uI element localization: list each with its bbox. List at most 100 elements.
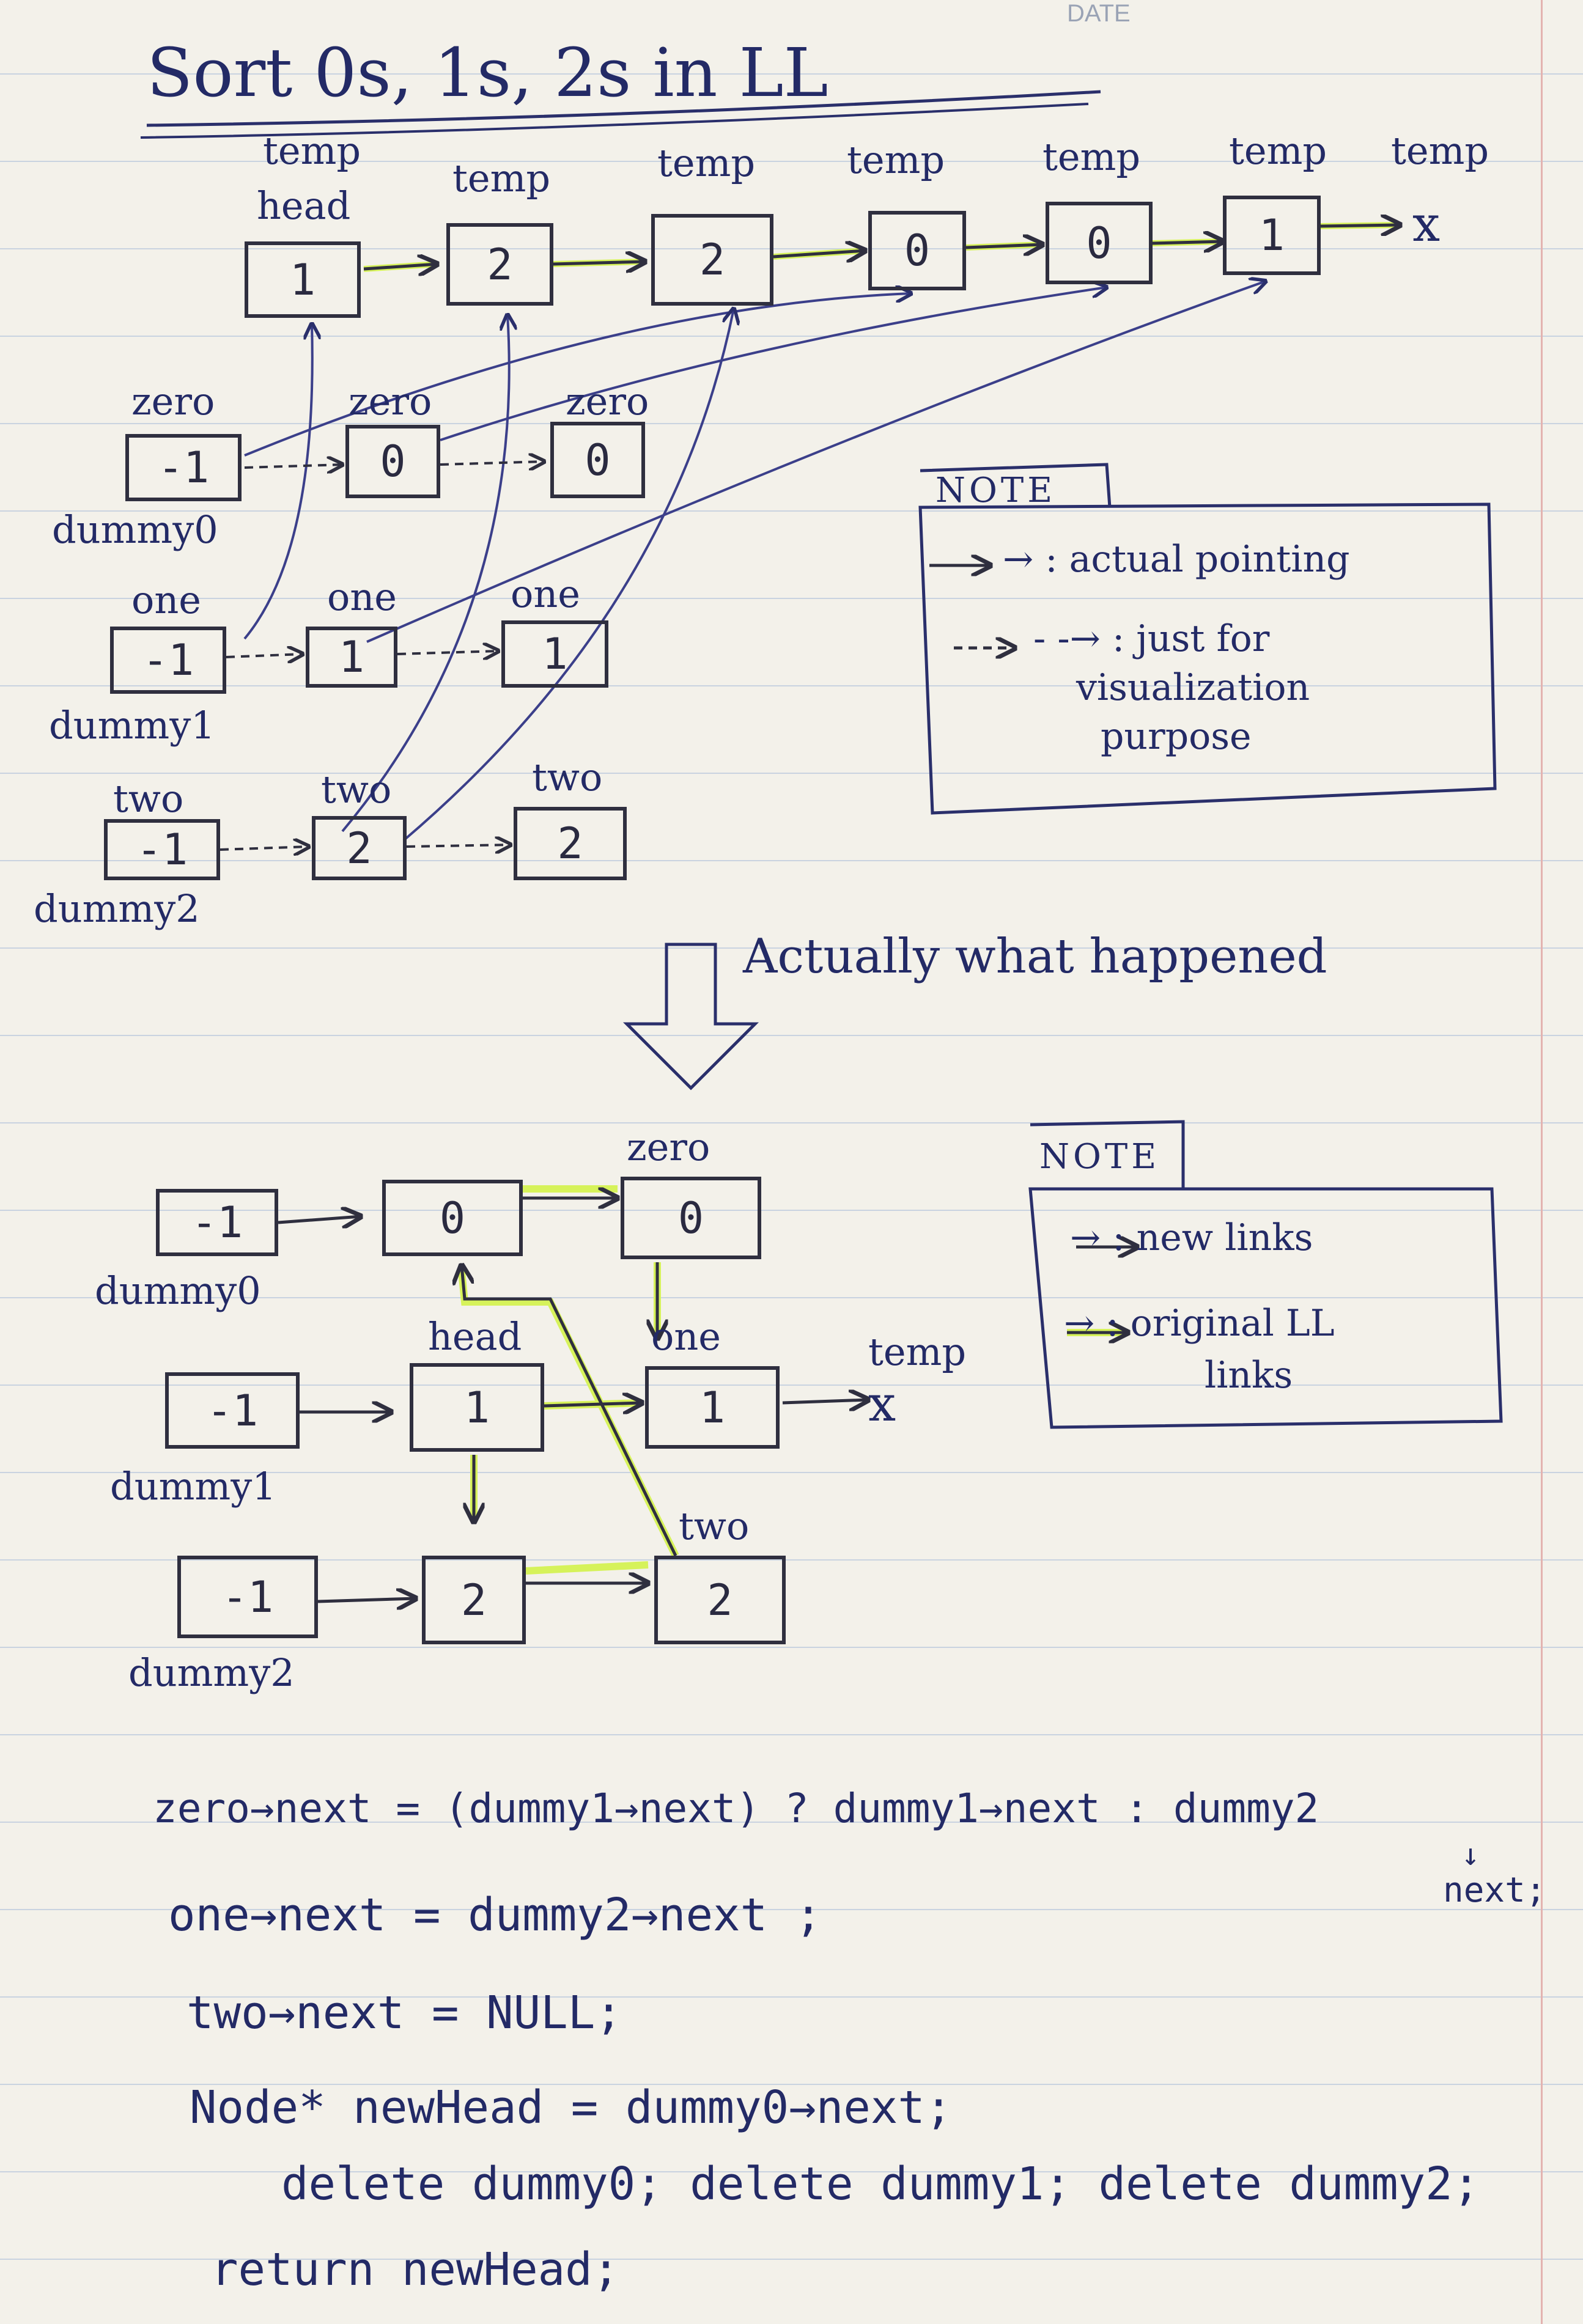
ruled-line [0, 1297, 1583, 1298]
note2-tab [1030, 1120, 1185, 1189]
dummy0-label-top: dummy0 [52, 507, 218, 552]
temp-label-2: temp [452, 156, 551, 200]
dummy0-label-bottom: dummy0 [95, 1268, 261, 1313]
bottom-zero-node-2: 0 [621, 1177, 761, 1259]
ll-node-6: 1 [1223, 196, 1321, 275]
code-line-6: return newHead; [211, 2243, 620, 2296]
ruled-line [0, 598, 1583, 599]
ruled-line [0, 1909, 1583, 1910]
one-label-1: one [131, 578, 201, 622]
ruled-line [0, 860, 1583, 861]
zero-label-2: zero [349, 379, 432, 424]
ruled-line [0, 773, 1583, 774]
ll-node-3: 2 [651, 214, 773, 306]
ruled-line [0, 1822, 1583, 1823]
page-title: Sort 0s, 1s, 2s in LL [147, 34, 828, 112]
one-label-bottom: one [651, 1314, 721, 1359]
bottom-one-node-1: 1 [410, 1363, 544, 1452]
dummy2-label-bottom: dummy2 [128, 1650, 295, 1695]
note1-line2a: - -→ : just for [1033, 617, 1270, 660]
zero-node-3: 0 [550, 422, 645, 498]
temp-label-3: temp [657, 141, 756, 185]
actual-pointing-arrows [243, 281, 1266, 842]
two-node-3: 2 [514, 807, 627, 880]
one-label-2: one [327, 575, 397, 619]
bottom-two-node-2: 2 [654, 1556, 786, 1644]
ruled-line [0, 73, 1583, 75]
two-node-2: 2 [312, 816, 407, 880]
one-node-2: 1 [306, 627, 397, 688]
note2-line2a: → : original LL [1064, 1302, 1335, 1345]
one-label-3: one [511, 572, 580, 616]
dummy2-label-top: dummy2 [34, 886, 200, 931]
visualization-arrows [220, 461, 544, 850]
two-node-dummy: -1 [104, 819, 220, 880]
ll-node-2: 2 [446, 223, 553, 306]
two-label-1: two [113, 776, 184, 821]
margin-line [1541, 0, 1543, 2324]
head-label-bottom: head [428, 1314, 522, 1359]
zero-label-3: zero [566, 379, 649, 424]
code-line-1: zero→next = (dummy1→next) ? dummy1→next … [153, 1785, 1319, 1832]
note2-line2b: links [1205, 1354, 1293, 1397]
transition-label: Actually what happened [743, 929, 1327, 984]
temp-label-6: temp [1229, 128, 1327, 173]
ruled-line [0, 1122, 1583, 1123]
code-line-3: two→next = NULL; [186, 1987, 622, 2039]
temp-label-bottom: temp [868, 1329, 967, 1374]
ruled-line [0, 1996, 1583, 1998]
ruled-line [0, 2171, 1583, 2172]
ruled-line [0, 685, 1583, 686]
two-label-bottom: two [679, 1504, 750, 1548]
down-arrow-icon [622, 943, 759, 1090]
note1-heading: NOTE [935, 471, 1057, 510]
head-label-top: head [257, 183, 351, 228]
ruled-line [0, 423, 1583, 424]
ruled-line [0, 1472, 1583, 1473]
code-line-2: one→next = dummy2→next ; [168, 1889, 822, 1941]
ruled-line [0, 2084, 1583, 2085]
zero-node-dummy: -1 [125, 434, 242, 501]
ruled-line [0, 1035, 1583, 1036]
bottom-two-node-1: 2 [422, 1556, 526, 1644]
null-end-top: x [1412, 196, 1441, 252]
temp-label-4: temp [847, 138, 945, 182]
code-line-1-arrow: ↓ [1461, 1837, 1480, 1872]
ruled-line [0, 161, 1583, 162]
zero-label-1: zero [131, 379, 215, 424]
note2-line1: → : new links [1070, 1216, 1313, 1259]
zero-node-2: 0 [345, 425, 440, 498]
note2-box [1028, 1187, 1503, 1429]
note1-line2c: purpose [1101, 715, 1252, 758]
note1-line2b: visualization [1076, 666, 1310, 709]
ruled-line [0, 1384, 1583, 1386]
temp-label-7: temp [1391, 128, 1489, 173]
two-label-2: two [321, 767, 392, 812]
note1-tab [920, 463, 1112, 508]
code-line-5: delete dummy0; delete dummy1; delete dum… [281, 2158, 1480, 2210]
ruled-line [0, 336, 1583, 337]
dummy1-label-top: dummy1 [49, 703, 215, 748]
ruled-line [0, 248, 1583, 249]
title-underline [146, 90, 1101, 127]
ruled-line [0, 510, 1583, 512]
temp-label-1: temp [263, 128, 361, 173]
bottom-dummy2-node: -1 [177, 1556, 318, 1638]
ruled-line [0, 1210, 1583, 1211]
ll-node-1: 1 [245, 241, 361, 318]
title-underline-2 [140, 103, 1089, 139]
bottom-dummy1-node: -1 [165, 1372, 300, 1449]
code-line-4: Node* newHead = dummy0→next; [190, 2081, 953, 2134]
ruled-line [0, 2259, 1583, 2260]
null-end-bottom: x [868, 1375, 896, 1432]
note1-box [918, 502, 1497, 815]
note2-heading: NOTE [1039, 1137, 1160, 1177]
dummy1-label-bottom: dummy1 [110, 1464, 276, 1509]
zero-label-bottom: zero [627, 1125, 710, 1169]
links-bottom [278, 1198, 868, 1601]
ruled-line [0, 1734, 1583, 1735]
temp-label-5: temp [1042, 134, 1141, 179]
bottom-zero-node-1: 0 [382, 1180, 523, 1256]
bottom-dummy0-node: -1 [156, 1189, 278, 1256]
